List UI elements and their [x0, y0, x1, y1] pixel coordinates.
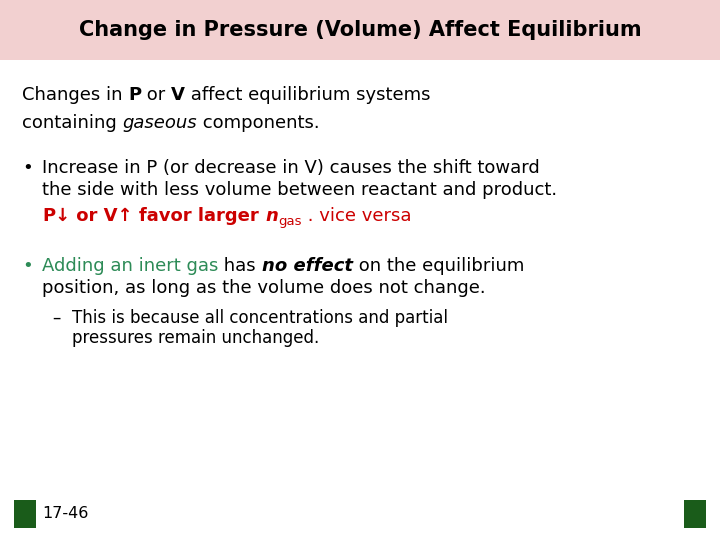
- Text: components.: components.: [197, 114, 320, 132]
- Text: Change in Pressure (Volume) Affect Equilibrium: Change in Pressure (Volume) Affect Equil…: [78, 20, 642, 40]
- FancyBboxPatch shape: [0, 0, 720, 60]
- Text: pressures remain unchanged.: pressures remain unchanged.: [72, 329, 319, 347]
- Text: gas: gas: [278, 214, 302, 227]
- Text: or: or: [141, 86, 171, 104]
- Text: containing: containing: [22, 114, 122, 132]
- FancyBboxPatch shape: [684, 500, 706, 528]
- Text: no effect: no effect: [262, 257, 353, 275]
- Text: P↓: P↓: [42, 207, 71, 225]
- FancyBboxPatch shape: [14, 500, 36, 528]
- Text: •: •: [22, 159, 32, 177]
- Text: affect equilibrium systems: affect equilibrium systems: [185, 86, 431, 104]
- Text: •: •: [22, 257, 32, 275]
- Text: Increase in P (or decrease in V) causes the shift toward: Increase in P (or decrease in V) causes …: [42, 159, 540, 177]
- Text: P: P: [128, 86, 141, 104]
- Text: position, as long as the volume does not change.: position, as long as the volume does not…: [42, 279, 485, 297]
- Text: –: –: [52, 309, 60, 327]
- Text: . vice versa: . vice versa: [302, 207, 411, 225]
- Text: V: V: [171, 86, 185, 104]
- Text: or V↑ favor larger: or V↑ favor larger: [71, 207, 265, 225]
- Text: on the equilibrium: on the equilibrium: [353, 257, 524, 275]
- Text: Changes in: Changes in: [22, 86, 128, 104]
- Text: 17-46: 17-46: [42, 507, 89, 522]
- Text: gaseous: gaseous: [122, 114, 197, 132]
- Text: Adding an inert gas: Adding an inert gas: [42, 257, 218, 275]
- Text: the side with less volume between reactant and product.: the side with less volume between reacta…: [42, 181, 557, 199]
- Text: This is because all concentrations and partial: This is because all concentrations and p…: [72, 309, 448, 327]
- Text: has: has: [218, 257, 262, 275]
- Text: n: n: [265, 207, 278, 225]
